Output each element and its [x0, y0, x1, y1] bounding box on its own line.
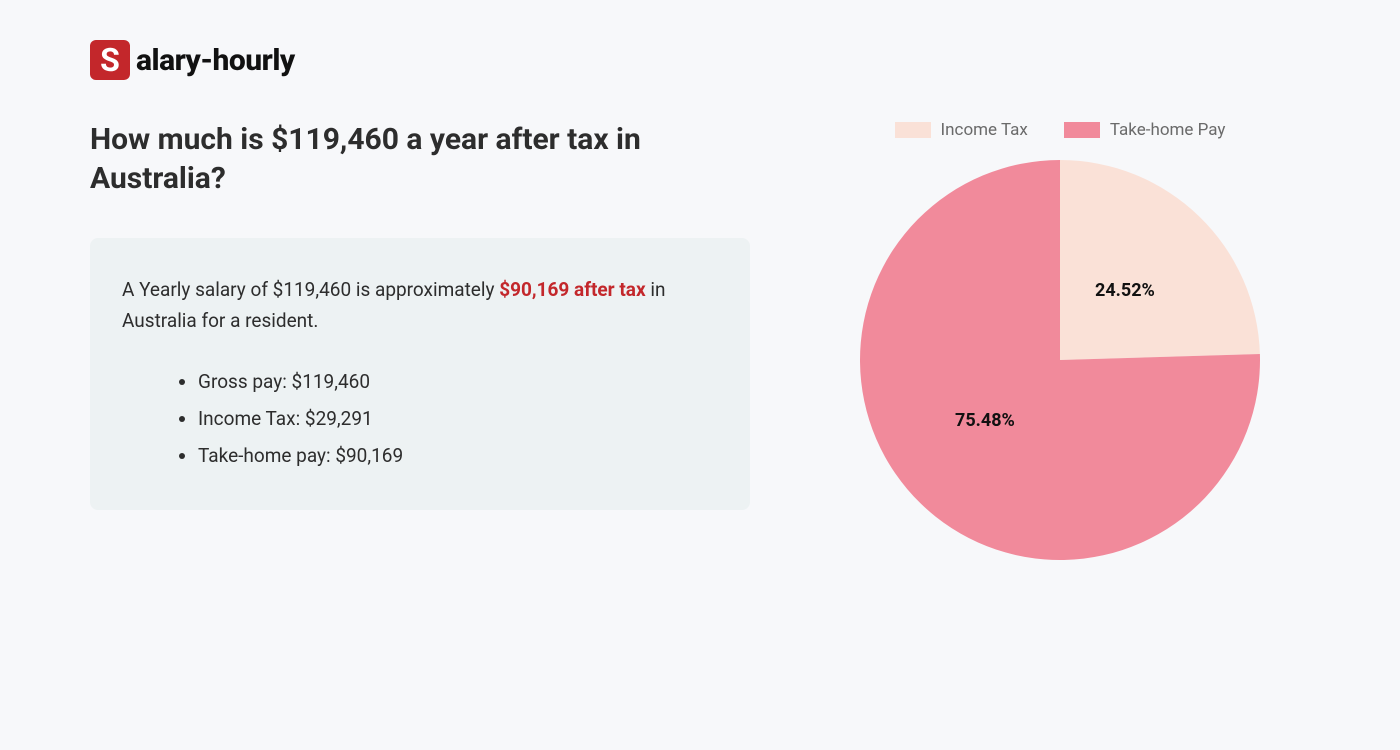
- legend-item: Take-home Pay: [1064, 120, 1226, 140]
- pie-label-0: 24.52%: [1095, 280, 1155, 301]
- list-item: Take-home pay: $90,169: [198, 437, 718, 474]
- legend-label: Income Tax: [941, 120, 1028, 140]
- logo: S alary-hourly: [90, 40, 1310, 80]
- pie-svg: [860, 160, 1260, 560]
- summary-prefix: A Yearly salary of $119,460 is approxima…: [122, 278, 499, 301]
- list-item: Income Tax: $29,291: [198, 400, 718, 437]
- list-item: Gross pay: $119,460: [198, 363, 718, 400]
- summary-highlight: $90,169 after tax: [499, 278, 645, 301]
- logo-text: alary-hourly: [136, 43, 295, 78]
- pie-chart: 24.52% 75.48%: [860, 160, 1260, 560]
- main-content: How much is $119,460 a year after tax in…: [90, 120, 1310, 560]
- page-title: How much is $119,460 a year after tax in…: [90, 120, 750, 198]
- details-list: Gross pay: $119,460 Income Tax: $29,291 …: [122, 363, 718, 474]
- summary-text: A Yearly salary of $119,460 is approxima…: [122, 274, 718, 337]
- pie-label-1: 75.48%: [955, 410, 1015, 431]
- legend-swatch: [895, 122, 931, 138]
- legend-item: Income Tax: [895, 120, 1028, 140]
- logo-icon: S: [90, 40, 130, 80]
- left-column: How much is $119,460 a year after tax in…: [90, 120, 750, 560]
- info-box: A Yearly salary of $119,460 is approxima…: [90, 238, 750, 510]
- chart-legend: Income Tax Take-home Pay: [895, 120, 1226, 140]
- right-column: Income Tax Take-home Pay 24.52% 75.48%: [810, 120, 1310, 560]
- legend-swatch: [1064, 122, 1100, 138]
- legend-label: Take-home Pay: [1110, 120, 1226, 140]
